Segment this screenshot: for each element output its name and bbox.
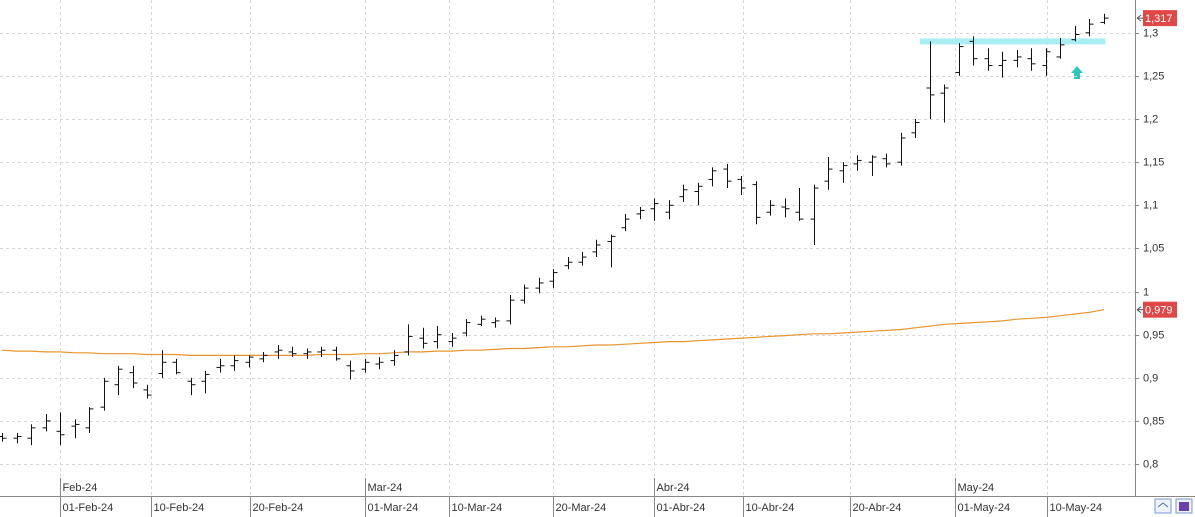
month-label: Mar-24	[368, 482, 403, 494]
price-tag-label: 0,979	[1145, 305, 1173, 317]
y-tick-label: 0,95	[1143, 329, 1164, 341]
up-arrow	[1071, 66, 1083, 79]
y-tick-label: 1,1	[1143, 199, 1158, 211]
price-tag	[1143, 301, 1177, 318]
price-tag	[1143, 10, 1177, 27]
price-pointer	[1136, 306, 1144, 314]
resistance-line	[919, 38, 1106, 45]
y-tick-label: 1,05	[1143, 242, 1164, 254]
x-tick-label: 01-Feb-24	[63, 502, 114, 514]
price-tag-label: 1,317	[1145, 13, 1173, 25]
x-tick-label: 20-Mar-24	[556, 502, 607, 514]
y-tick-label: 1,25	[1143, 70, 1164, 82]
y-tick-label: 1,15	[1143, 156, 1164, 168]
month-label: Abr-24	[657, 482, 690, 494]
price-pointer	[1136, 14, 1144, 22]
y-tick-label: 0,9	[1143, 372, 1158, 384]
x-tick-label: 10-Abr-24	[746, 502, 795, 514]
x-tick-label: 01-Mar-24	[368, 502, 419, 514]
y-tick-label: 0,8	[1143, 458, 1158, 470]
x-tick-label: 20-Abr-24	[853, 502, 902, 514]
y-tick-label: 1,2	[1143, 113, 1158, 125]
x-tick-label: 10-May-24	[1050, 502, 1103, 514]
x-tick-label: 10-Feb-24	[154, 502, 205, 514]
x-tick-label: 20-Feb-24	[253, 502, 304, 514]
y-tick-label: 0,85	[1143, 415, 1164, 427]
x-tick-label: 01-Abr-24	[657, 502, 706, 514]
collapse-button[interactable]	[1154, 498, 1172, 514]
collapse-icon	[1157, 502, 1169, 508]
moving-average	[1, 309, 1105, 356]
x-tick-label: 01-May-24	[958, 502, 1011, 514]
month-label: May-24	[958, 482, 995, 494]
y-tick-label: 1	[1143, 286, 1149, 298]
save-icon	[1179, 502, 1189, 511]
month-label: Feb-24	[63, 482, 98, 494]
y-tick-label: 1,3	[1143, 27, 1158, 39]
x-tick-label: 10-Mar-24	[452, 502, 503, 514]
